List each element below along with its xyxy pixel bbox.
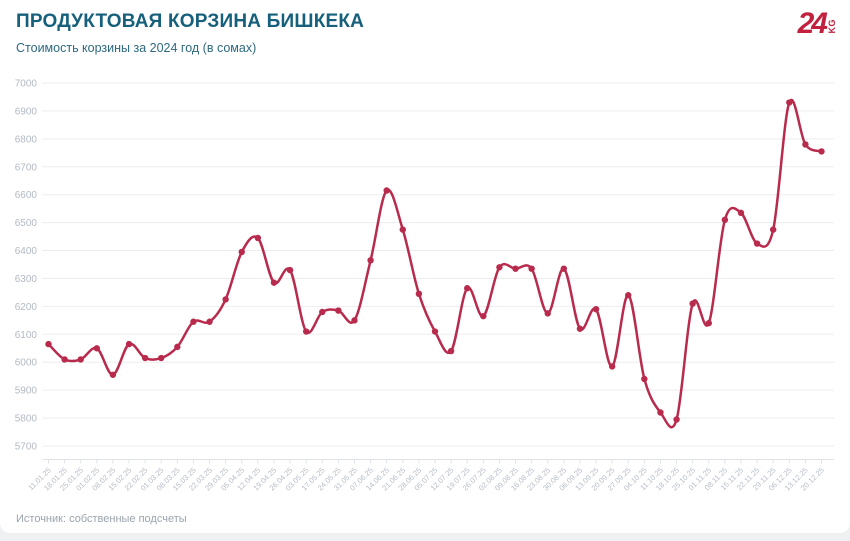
data-point <box>174 343 181 351</box>
y-tick-label: 5900 <box>15 386 38 397</box>
data-point <box>415 290 423 298</box>
logo-24-text: 24 <box>797 7 828 40</box>
data-point <box>528 265 535 272</box>
y-tick-label: 6700 <box>15 162 38 173</box>
data-point <box>544 310 551 317</box>
y-tick-label: 6500 <box>15 218 38 229</box>
data-point <box>383 187 390 194</box>
y-tick-label: 6100 <box>15 330 38 341</box>
data-point <box>109 371 117 378</box>
data-point <box>673 416 680 423</box>
data-point <box>286 266 294 274</box>
data-point <box>689 300 696 307</box>
chart-line <box>47 98 823 429</box>
data-point <box>367 257 374 264</box>
data-point <box>753 240 761 247</box>
data-point <box>641 375 648 383</box>
y-tick-label: 5800 <box>15 414 38 425</box>
data-point <box>141 354 149 362</box>
data-point <box>608 363 616 370</box>
data-point <box>125 340 133 348</box>
data-point <box>769 226 777 233</box>
chart-subtitle: Стоимость корзины за 2024 год (в сомах) <box>16 41 257 55</box>
source-note: Источник: собственные подсчеты <box>16 513 187 525</box>
page-title: ПРОДУКТОВАЯ КОРЗИНА БИШКЕКА <box>16 11 365 32</box>
data-point <box>45 340 52 348</box>
y-tick-label: 6200 <box>15 302 38 313</box>
data-point <box>399 226 406 233</box>
data-point <box>190 318 197 325</box>
data-point <box>93 345 101 352</box>
data-point <box>319 308 326 316</box>
y-tick-label: 6300 <box>15 274 38 285</box>
data-point <box>206 318 213 325</box>
data-point <box>818 148 825 155</box>
data-point <box>302 328 310 335</box>
data-point <box>592 305 600 313</box>
data-point <box>496 264 503 271</box>
data-point <box>158 354 165 362</box>
data-point <box>737 209 745 217</box>
data-point <box>721 216 729 224</box>
logo-24kg: 24 KG <box>797 7 837 40</box>
data-point <box>61 356 68 363</box>
data-point <box>802 141 809 148</box>
data-point <box>238 248 245 256</box>
data-point <box>512 265 519 272</box>
y-tick-label: 6900 <box>15 106 38 117</box>
data-point <box>270 279 278 286</box>
data-point <box>351 317 358 324</box>
y-tick-label: 6400 <box>15 246 38 257</box>
y-tick-label: 5700 <box>15 442 38 453</box>
data-point <box>625 292 632 299</box>
y-tick-label: 7000 <box>15 79 38 90</box>
data-point <box>77 356 84 363</box>
data-point <box>786 99 793 106</box>
data-point <box>705 319 712 327</box>
data-point <box>431 328 439 335</box>
data-point <box>560 265 568 272</box>
y-tick-label: 6600 <box>15 190 38 201</box>
data-point <box>254 234 262 242</box>
data-point <box>335 307 342 314</box>
data-point <box>480 312 487 320</box>
data-point <box>447 347 455 355</box>
data-point <box>657 409 664 416</box>
data-point <box>576 325 584 332</box>
y-tick-label: 6800 <box>15 134 38 145</box>
y-tick-label: 6000 <box>15 358 38 369</box>
data-point <box>464 285 471 292</box>
data-point <box>222 296 229 303</box>
